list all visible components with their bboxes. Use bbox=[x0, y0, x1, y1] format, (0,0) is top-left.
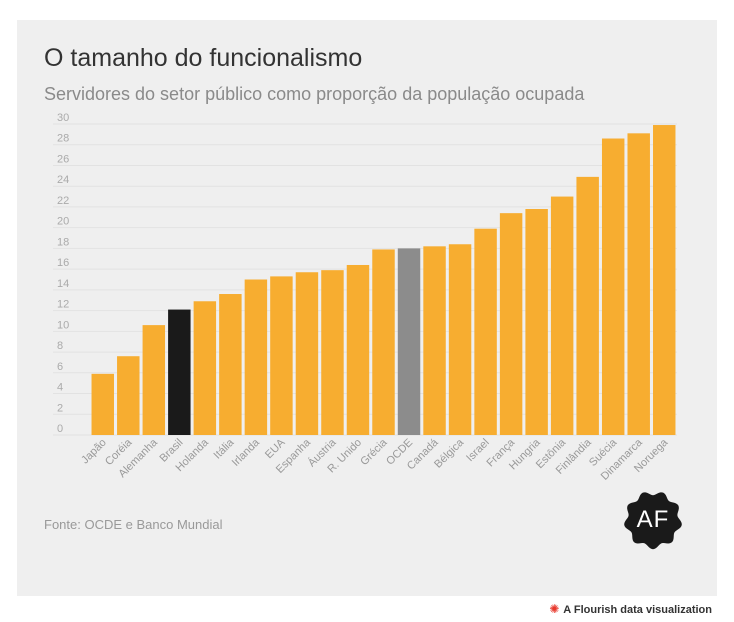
bar-8[interactable] bbox=[295, 272, 319, 435]
bar-21[interactable] bbox=[627, 133, 650, 435]
y-tick-label: 28 bbox=[57, 133, 69, 145]
bar-20[interactable] bbox=[601, 138, 625, 435]
bar-0[interactable] bbox=[91, 373, 114, 435]
y-tick-label: 22 bbox=[57, 195, 69, 207]
x-tick-label: Irlanda bbox=[230, 436, 263, 469]
source-note: Fonte: OCDE e Banco Mundial bbox=[44, 517, 223, 532]
bar-2[interactable] bbox=[142, 325, 166, 435]
x-tick-label: Bélgica bbox=[432, 436, 467, 471]
y-tick-label: 30 bbox=[57, 112, 69, 124]
chart-subtitle: Servidores do setor público como proporç… bbox=[44, 84, 585, 104]
bar-5[interactable] bbox=[219, 294, 242, 435]
logo-text: AF bbox=[636, 506, 670, 533]
chart-title: O tamanho do funcionalismo bbox=[44, 44, 363, 72]
af-logo: AF bbox=[623, 490, 683, 550]
flourish-credit-text: A Flourish data visualization bbox=[563, 604, 712, 616]
y-tick-label: 6 bbox=[57, 361, 63, 373]
y-tick-label: 4 bbox=[57, 382, 63, 394]
bar-18[interactable] bbox=[550, 196, 574, 435]
bar-9[interactable] bbox=[321, 270, 344, 435]
bars bbox=[91, 125, 676, 436]
y-tick-label: 12 bbox=[57, 299, 69, 311]
bar-7[interactable] bbox=[270, 276, 293, 435]
chart-card: O tamanho do funcionalismo Servidores do… bbox=[17, 20, 717, 596]
bar-1[interactable] bbox=[117, 356, 140, 435]
y-tick-label: 10 bbox=[57, 319, 69, 331]
bar-16[interactable] bbox=[499, 213, 523, 435]
y-tick-label: 0 bbox=[57, 423, 63, 435]
bar-4[interactable] bbox=[193, 301, 217, 435]
y-tick-label: 18 bbox=[57, 236, 69, 248]
bar-11[interactable] bbox=[372, 249, 395, 435]
logo-badge-icon bbox=[624, 492, 682, 550]
bar-12[interactable] bbox=[397, 248, 421, 435]
y-tick-label: 16 bbox=[57, 257, 69, 269]
bar-19[interactable] bbox=[576, 176, 599, 435]
y-tick-label: 2 bbox=[57, 402, 63, 414]
y-tick-label: 26 bbox=[57, 153, 69, 165]
bar-13[interactable] bbox=[423, 246, 446, 435]
y-tick-label: 24 bbox=[57, 174, 69, 186]
bar-14[interactable] bbox=[448, 244, 472, 435]
y-tick-label: 20 bbox=[57, 216, 69, 228]
flourish-credit[interactable]: ✺ A Flourish data visualization bbox=[549, 602, 712, 616]
x-tick-label: Grécia bbox=[358, 436, 390, 468]
bar-3[interactable] bbox=[168, 309, 191, 435]
y-tick-label: 14 bbox=[57, 278, 69, 290]
bar-6[interactable] bbox=[244, 279, 268, 436]
bar-17[interactable] bbox=[525, 209, 548, 435]
flourish-star-icon: ✺ bbox=[549, 602, 560, 616]
bar-10[interactable] bbox=[346, 264, 370, 435]
bar-22[interactable] bbox=[653, 125, 676, 435]
bar-15[interactable] bbox=[474, 228, 497, 435]
y-tick-label: 8 bbox=[57, 340, 63, 352]
